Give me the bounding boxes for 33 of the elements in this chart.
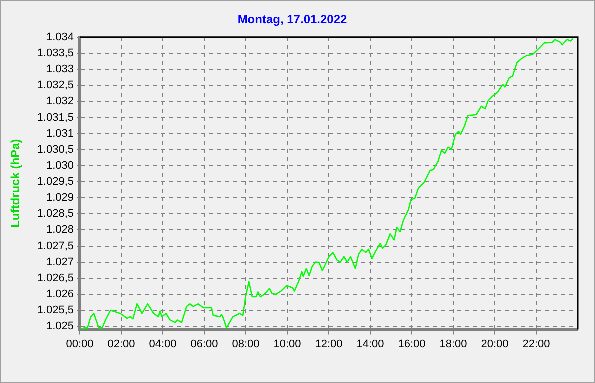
y-axis-title: Luftdruck (hPa)	[8, 139, 23, 228]
x-tick-label: 04:00	[149, 338, 177, 350]
y-tick-label: 1.033	[46, 64, 74, 76]
y-tick-label: 1.030,5	[37, 144, 74, 156]
x-tick-label: 02:00	[108, 338, 136, 350]
y-tick-label: 1.025	[46, 320, 74, 333]
x-tick-label: 14:00	[356, 338, 384, 350]
y-tick-label: 1.032,5	[37, 80, 74, 92]
x-tick-label: 16:00	[398, 338, 426, 350]
y-tick-label: 1.028	[46, 224, 74, 236]
x-tick-label: 06:00	[190, 338, 218, 350]
y-tick-label: 1.031,5	[37, 112, 74, 124]
x-tick-label: 20:00	[481, 338, 509, 350]
y-tick-label: 1.027	[46, 256, 74, 268]
y-tick-label: 1.025,5	[37, 304, 74, 317]
x-tick-label: 00:00	[66, 338, 94, 350]
x-tick-label: 18:00	[440, 338, 468, 350]
x-tick-label: 10:00	[274, 338, 302, 350]
y-tick-label: 1.032	[46, 96, 74, 108]
y-tick-label: 1.027,5	[37, 240, 74, 252]
y-tick-label: 1.029	[46, 192, 74, 204]
y-tick-label: 1.030	[46, 160, 74, 172]
y-tick-label: 1.034	[46, 31, 74, 44]
chart-title: Montag, 17.01.2022	[238, 12, 348, 27]
y-tick-label: 1.031	[46, 128, 74, 140]
y-tick-label: 1.026	[46, 288, 74, 300]
x-tick-label: 08:00	[232, 338, 260, 350]
y-tick-label: 1.028,5	[37, 208, 74, 220]
y-tick-label: 1.033,5	[37, 47, 74, 60]
x-tick-label: 12:00	[315, 338, 343, 350]
y-tick-label: 1.029,5	[37, 176, 74, 188]
y-tick-label: 1.026,5	[37, 272, 74, 284]
x-tick-label: 22:00	[522, 338, 550, 350]
